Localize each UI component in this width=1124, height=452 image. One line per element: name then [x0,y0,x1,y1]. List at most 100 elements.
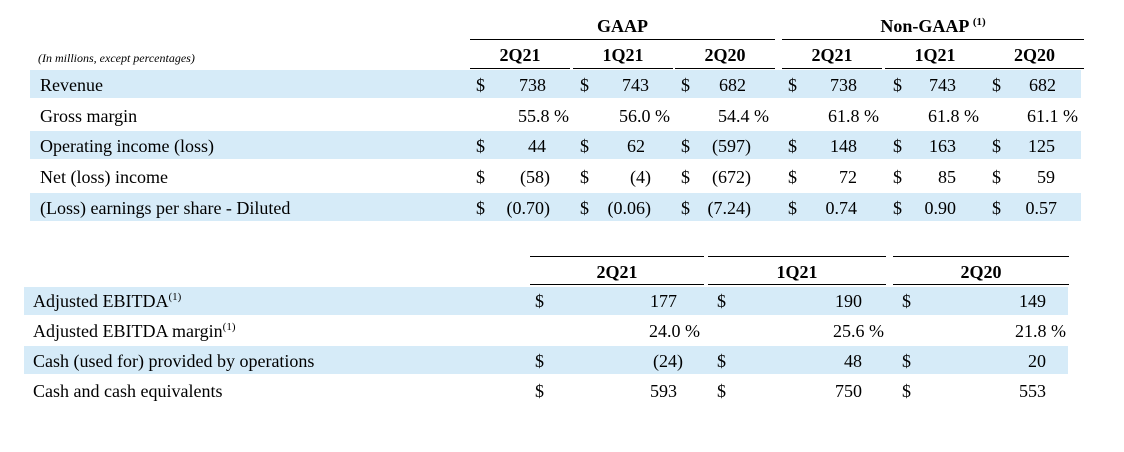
row-band [30,70,1081,98]
cell-value: 56.0 % [619,106,670,126]
row-label-adjusted-ebitda-margin: Adjusted EBITDA margin(1) [33,321,236,341]
currency-symbol: $ [788,198,797,218]
cell-value: 21.8 % [1015,321,1066,341]
currency-symbol: $ [893,75,902,95]
cell-value: 54.4 % [718,106,769,126]
cell-value: 72 [839,167,857,187]
currency-symbol: $ [788,75,797,95]
column-rule-top [708,256,886,257]
cell-value: 738 [519,75,546,95]
currency-symbol: $ [893,167,902,187]
row-label-cash-equivalents: Cash and cash equivalents [33,381,223,401]
cell-value: 738 [830,75,857,95]
currency-symbol: $ [902,291,911,311]
cell-value: 61.1 % [1027,106,1078,126]
currency-symbol: $ [476,75,485,95]
cell-value: (0.06) [607,198,652,218]
cell-value: 163 [929,136,956,156]
group-rule-nongaap [782,39,1084,40]
column-rule-top [893,256,1069,257]
currency-symbol: $ [535,291,544,311]
cell-value: 682 [719,75,746,95]
currency-symbol: $ [717,351,726,371]
cell-value: 48 [844,351,862,371]
cell-value: 44 [528,136,546,156]
column-header: 2Q20 [960,262,1002,282]
currency-symbol: $ [893,198,902,218]
row-label-adjusted-ebitda: Adjusted EBITDA(1) [33,291,182,311]
column-rule [573,68,673,69]
units-note: (In millions, except percentages) [38,51,195,65]
cell-value: (597) [712,136,751,156]
currency-symbol: $ [580,198,589,218]
currency-symbol: $ [902,381,911,401]
column-header: 1Q21 [602,45,644,65]
cell-value: (4) [630,167,651,187]
cell-value: 682 [1029,75,1056,95]
cell-value: (24) [653,351,683,371]
column-rule [708,284,886,285]
row-band [24,287,1068,315]
currency-symbol: $ [580,75,589,95]
column-rule [675,68,775,69]
row-band [30,131,1081,159]
column-rule [885,68,985,69]
cell-value: 593 [650,381,677,401]
row-label-eps-diluted: (Loss) earnings per share - Diluted [40,198,291,218]
currency-symbol: $ [476,136,485,156]
row-band [24,346,1068,374]
currency-symbol: $ [717,381,726,401]
cell-value: 0.90 [924,198,957,218]
currency-symbol: $ [992,136,1001,156]
group-rule-gaap [470,39,775,40]
cell-value: 553 [1019,381,1046,401]
currency-symbol: $ [580,167,589,187]
cell-value: 743 [929,75,956,95]
currency-symbol: $ [992,75,1001,95]
column-header: 2Q21 [811,45,853,65]
cell-value: 177 [650,291,677,311]
cell-value: 59 [1037,167,1055,187]
cell-value: 0.74 [825,198,858,218]
currency-symbol: $ [788,167,797,187]
group-header-nongaap: Non-GAAP (1) [880,16,986,36]
row-label-gross-margin: Gross margin [40,106,138,126]
cell-value: 20 [1028,351,1046,371]
row-band [30,193,1081,221]
cell-value: 750 [835,381,862,401]
column-rule [985,68,1084,69]
cell-value: (58) [520,167,550,187]
column-header: 2Q20 [1013,45,1055,65]
cell-value: 190 [835,291,862,311]
cell-value: (0.70) [506,198,551,218]
currency-symbol: $ [681,167,690,187]
cell-value: 148 [830,136,857,156]
column-rule-top [530,256,704,257]
column-header: 2Q21 [596,262,638,282]
currency-symbol: $ [535,351,544,371]
cell-value: (672) [712,167,751,187]
cell-value: 743 [622,75,649,95]
column-header: 1Q21 [914,45,956,65]
currency-symbol: $ [681,198,690,218]
column-rule [893,284,1069,285]
cell-value: 25.6 % [833,321,884,341]
row-label-revenue: Revenue [40,75,103,95]
cell-value: 24.0 % [649,321,700,341]
currency-symbol: $ [476,198,485,218]
cell-value: 62 [627,136,645,156]
group-header-gaap: GAAP [597,16,648,36]
cell-value: 149 [1019,291,1046,311]
currency-symbol: $ [992,167,1001,187]
currency-symbol: $ [893,136,902,156]
currency-symbol: $ [681,75,690,95]
column-header: 1Q21 [776,262,818,282]
cell-value: 61.8 % [928,106,979,126]
column-header: 2Q20 [704,45,746,65]
row-label-cash-from-operations: Cash (used for) provided by operations [33,351,315,371]
cell-value: 125 [1028,136,1055,156]
column-header: 2Q21 [499,45,541,65]
currency-symbol: $ [717,291,726,311]
currency-symbol: $ [681,136,690,156]
cell-value: 85 [938,167,956,187]
